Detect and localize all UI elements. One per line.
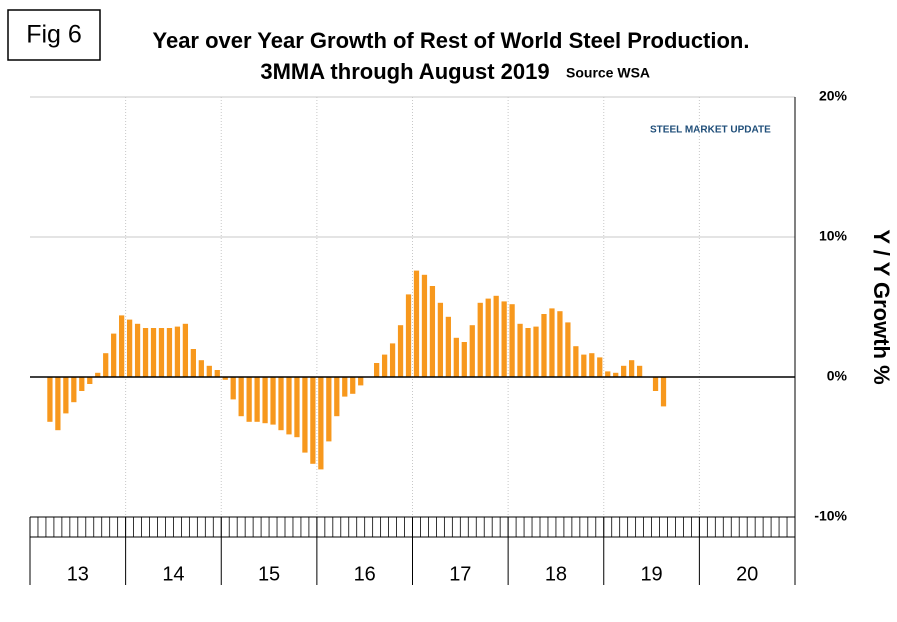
bar bbox=[509, 304, 515, 377]
chart-subtitle: 3MMA through August 2019 bbox=[260, 59, 549, 84]
bar bbox=[605, 371, 611, 377]
bar bbox=[589, 353, 595, 377]
bar bbox=[629, 360, 635, 377]
y-tick-label: -10% bbox=[814, 508, 847, 524]
bar bbox=[262, 377, 268, 424]
bar bbox=[501, 301, 507, 377]
bar bbox=[389, 343, 396, 377]
bar bbox=[485, 298, 491, 377]
bar bbox=[374, 363, 380, 377]
y-tick-label: 20% bbox=[819, 88, 848, 104]
bar bbox=[278, 377, 284, 431]
logo: STEEL MARKET UPDATE bbox=[650, 125, 771, 136]
bar bbox=[573, 346, 579, 377]
bar bbox=[652, 377, 659, 391]
x-tick-label: 16 bbox=[354, 563, 376, 585]
bar bbox=[182, 323, 189, 377]
bar bbox=[342, 377, 348, 397]
bar bbox=[158, 328, 165, 377]
bar bbox=[613, 372, 619, 377]
y-tick-label: 0% bbox=[827, 368, 848, 384]
bar bbox=[222, 377, 228, 380]
bar bbox=[79, 377, 85, 391]
bar bbox=[326, 377, 332, 442]
bar bbox=[174, 326, 181, 377]
bar bbox=[55, 377, 61, 431]
x-tick-label: 18 bbox=[545, 563, 567, 585]
bar bbox=[214, 370, 220, 377]
bar bbox=[660, 377, 667, 407]
chart-title: Year over Year Growth of Rest of World S… bbox=[153, 28, 750, 53]
x-tick-label: 19 bbox=[640, 563, 662, 585]
bar bbox=[397, 325, 404, 377]
x-tick-label: 13 bbox=[67, 563, 89, 585]
x-tick-label: 15 bbox=[258, 563, 280, 585]
bar bbox=[549, 308, 555, 377]
bar bbox=[597, 357, 603, 377]
y-axis-title: Y / Y Growth % bbox=[869, 229, 894, 384]
bar bbox=[421, 274, 428, 377]
bar bbox=[119, 315, 125, 377]
bar bbox=[493, 295, 499, 377]
bar bbox=[429, 286, 436, 377]
bar bbox=[621, 365, 627, 377]
bar bbox=[111, 333, 117, 377]
bar bbox=[166, 328, 173, 377]
bar bbox=[206, 365, 212, 377]
bar bbox=[413, 270, 420, 377]
bar bbox=[71, 377, 77, 403]
bar bbox=[302, 377, 308, 453]
bar bbox=[254, 377, 260, 422]
bar bbox=[63, 377, 69, 414]
bar bbox=[318, 377, 324, 470]
bar bbox=[190, 349, 196, 377]
bar bbox=[238, 377, 244, 417]
bar bbox=[636, 365, 643, 377]
bar bbox=[150, 328, 157, 377]
bar bbox=[103, 353, 109, 377]
bar bbox=[310, 377, 316, 464]
bar bbox=[246, 377, 252, 422]
bar bbox=[453, 337, 459, 377]
bar bbox=[517, 323, 523, 377]
source: Source WSA bbox=[566, 65, 650, 81]
bar bbox=[230, 377, 236, 400]
bar bbox=[525, 328, 531, 377]
figure-label: Fig 6 bbox=[26, 21, 82, 49]
bar bbox=[134, 323, 141, 377]
bar bbox=[469, 325, 475, 377]
bar bbox=[541, 314, 547, 377]
bar bbox=[87, 377, 93, 384]
figure-box bbox=[7, 9, 101, 61]
x-tick-label: 14 bbox=[162, 563, 184, 585]
bar bbox=[95, 372, 101, 377]
bar bbox=[334, 377, 340, 417]
bar bbox=[294, 377, 300, 438]
bar bbox=[565, 322, 571, 377]
bar bbox=[405, 294, 412, 377]
y-tick-label: 10% bbox=[819, 228, 848, 244]
bar bbox=[126, 319, 133, 377]
bar bbox=[445, 316, 451, 377]
bar bbox=[533, 326, 539, 377]
bar bbox=[350, 377, 356, 394]
bar bbox=[198, 360, 204, 377]
bar bbox=[557, 311, 563, 377]
bar bbox=[437, 302, 444, 377]
x-tick-label: 17 bbox=[449, 563, 471, 585]
bar bbox=[381, 354, 388, 377]
x-tick-label: 20 bbox=[736, 563, 758, 585]
bar bbox=[270, 377, 276, 425]
bar bbox=[47, 377, 53, 422]
bar bbox=[286, 377, 292, 435]
bar bbox=[461, 342, 467, 377]
bar bbox=[477, 302, 483, 377]
bar bbox=[358, 377, 364, 386]
bar bbox=[142, 328, 149, 377]
bar bbox=[581, 354, 587, 377]
